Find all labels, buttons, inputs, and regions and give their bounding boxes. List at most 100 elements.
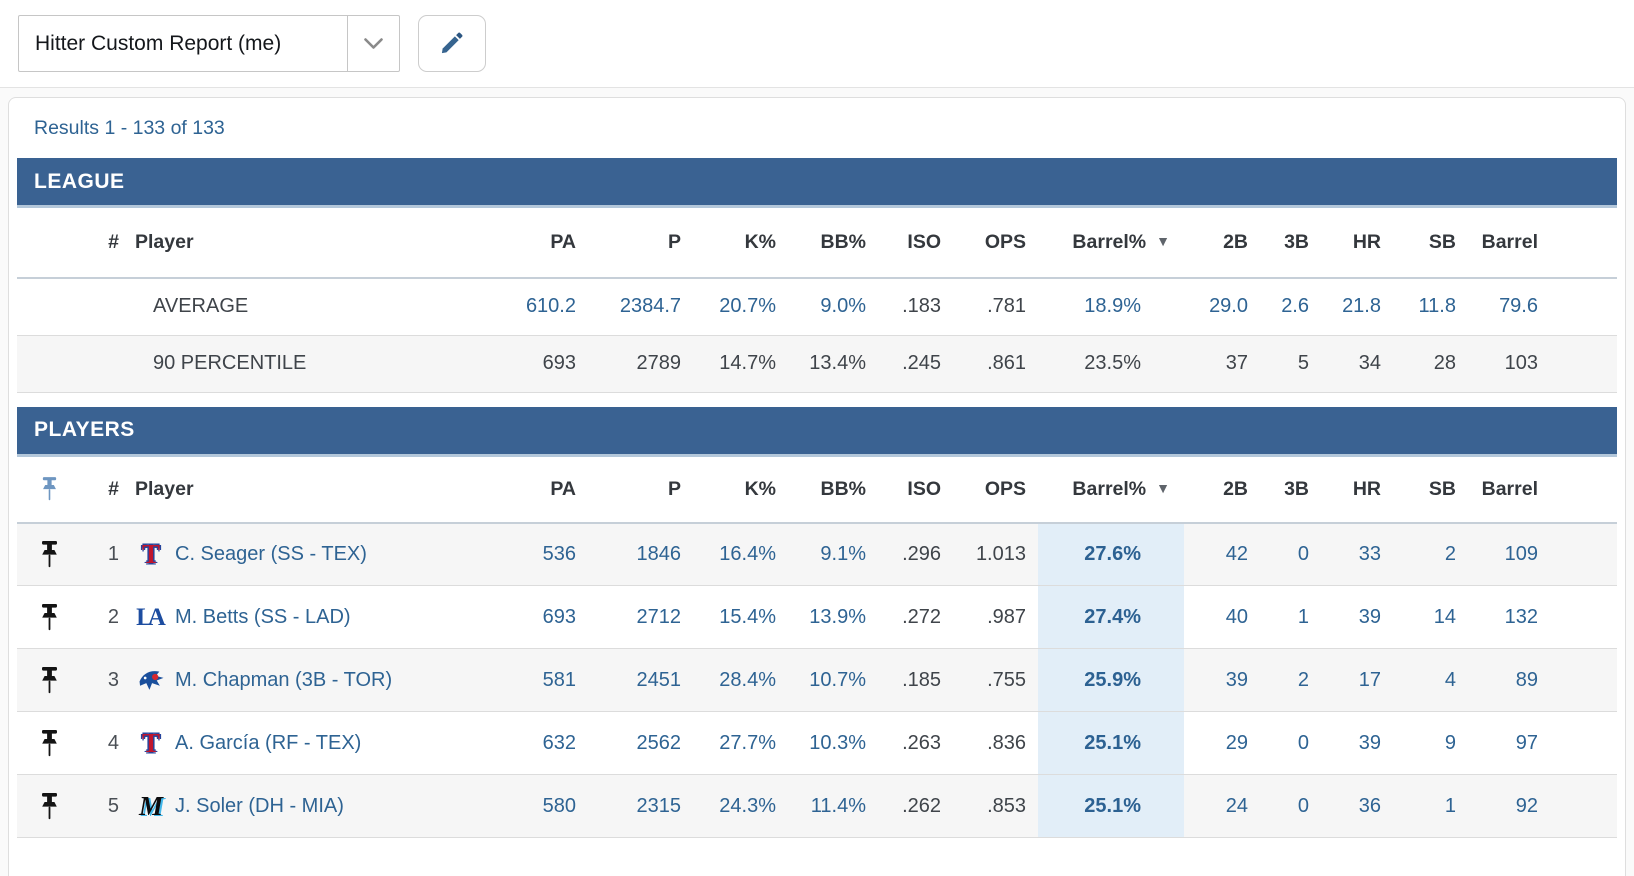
pin-button[interactable] (17, 523, 81, 586)
row-filler (1550, 278, 1617, 335)
stat-barrel_pct: 27.4% (1038, 585, 1184, 649)
column-header-bb_pct[interactable]: BB% (820, 477, 866, 500)
header-filler (1550, 208, 1617, 278)
column-header-pin[interactable] (17, 208, 81, 278)
table-row: 4 T A. García (RF - TEX) 632 2562 27.7% 10.3%.… (17, 711, 1617, 775)
column-header-barrel[interactable]: Barrel (1481, 477, 1538, 500)
table-row-partial (17, 838, 1617, 876)
stat-ops: .987 (987, 605, 1026, 628)
column-header-sb[interactable]: SB (1428, 477, 1456, 500)
rank-cell: 2 (107, 605, 119, 628)
stat-pa: 632 (542, 731, 576, 754)
rank-cell (81, 278, 131, 335)
stat-pa: 536 (542, 542, 576, 565)
column-header-iso[interactable]: ISO (907, 231, 941, 253)
report-select[interactable]: Hitter Custom Report (me) (18, 15, 400, 72)
column-header-doubles[interactable]: 2B (1223, 477, 1248, 500)
column-header-ops[interactable]: OPS (984, 231, 1026, 253)
column-header-pin[interactable] (17, 457, 81, 523)
player-link[interactable]: C. Seager (SS - TEX) (175, 542, 367, 565)
table-row: AVERAGE 610.2 2384.7 20.7% 9.0% .183 .781 18.9%… (17, 278, 1617, 335)
partial-row-cell (17, 838, 1617, 876)
player-link[interactable]: M. Betts (SS - LAD) (175, 605, 351, 628)
table-header-row: # Player PA P K% BB% ISO OPS Barrel% ▼ 2B 3B HR SB Bar… (17, 208, 1617, 278)
column-header-iso[interactable]: ISO (907, 477, 941, 500)
stat-barrel_pct: 25.9% (1038, 648, 1184, 712)
column-header-triples[interactable]: 3B (1284, 231, 1309, 253)
pin-button[interactable] (17, 586, 81, 649)
column-header-hr[interactable]: HR (1352, 231, 1381, 253)
stat-barrel: 92 (1515, 794, 1538, 817)
league-table: # Player PA P K% BB% ISO OPS Barrel% ▼ 2B 3B HR SB Bar… (17, 208, 1617, 393)
column-header-triples[interactable]: 3B (1284, 477, 1309, 500)
stat-ops: .781 (987, 295, 1026, 318)
stat-ops: 1.013 (975, 542, 1026, 565)
column-header-k_pct[interactable]: K% (744, 231, 776, 253)
player-link[interactable]: J. Soler (DH - MIA) (175, 794, 344, 817)
stat-bb_pct: 13.4% (809, 352, 866, 374)
stat-k_pct: 14.7% (719, 352, 776, 374)
stat-pa: 581 (542, 668, 576, 691)
column-header-hr[interactable]: HR (1352, 477, 1381, 500)
pushpin-icon (41, 792, 57, 819)
stat-iso: .183 (902, 295, 941, 318)
column-header-ops[interactable]: OPS (984, 477, 1026, 500)
stat-barrel: 89 (1515, 668, 1538, 691)
stat-barrel_pct: 18.9% (1084, 295, 1141, 318)
player-link[interactable]: M. Chapman (3B - TOR) (175, 668, 393, 691)
stat-bb_pct: 10.3% (809, 731, 866, 754)
pushpin-icon (42, 477, 56, 501)
column-header-player[interactable]: Player (135, 231, 194, 253)
column-header-k_pct[interactable]: K% (744, 477, 776, 500)
players-section-title: PLAYERS (34, 418, 135, 441)
stat-hr: 17 (1358, 668, 1381, 691)
stat-sb: 9 (1444, 731, 1456, 754)
column-header-bb_pct[interactable]: BB% (820, 231, 866, 253)
stat-p: 2712 (636, 605, 682, 628)
rank-cell: 4 (107, 731, 119, 754)
pin-button[interactable] (17, 649, 81, 712)
stat-k_pct: 24.3% (719, 794, 776, 817)
column-header-pa[interactable]: PA (550, 231, 576, 253)
stat-iso: .185 (902, 668, 941, 691)
stat-k_pct: 27.7% (719, 731, 776, 754)
players-section-header: PLAYERS (17, 406, 1617, 457)
column-header-p[interactable]: P (667, 231, 681, 253)
results-summary: Results 1 - 133 of 133 (34, 117, 225, 139)
sort-desc-icon: ▼ (1156, 233, 1170, 249)
stat-sb: 2 (1444, 542, 1456, 565)
stat-p: 1846 (636, 542, 682, 565)
stat-ops: .755 (987, 668, 1026, 691)
tor-team-logo (135, 668, 167, 693)
column-header-barrel[interactable]: Barrel (1481, 231, 1538, 253)
row-filler (1550, 712, 1617, 775)
column-header-doubles[interactable]: 2B (1223, 231, 1248, 253)
stat-k_pct: 16.4% (719, 542, 776, 565)
stat-triples: 0 (1297, 542, 1309, 565)
table-header-row: # Player PA P K% BB% ISO OPS Barrel% ▼ 2B 3B HR SB Bar… (17, 457, 1617, 523)
table-row: 2 LA M. Betts (SS - LAD) 693 2712 15.4% 13.9%.… (17, 585, 1617, 649)
stat-triples: 1 (1297, 605, 1309, 628)
edit-report-button[interactable] (418, 15, 486, 72)
stat-sb: 1 (1444, 794, 1456, 817)
column-header-sb[interactable]: SB (1428, 231, 1456, 253)
column-header-p[interactable]: P (667, 477, 681, 500)
stat-hr: 36 (1358, 794, 1381, 817)
rank-cell: 5 (107, 794, 119, 817)
column-header-num[interactable]: # (108, 477, 119, 500)
pin-button[interactable] (17, 775, 81, 838)
column-header-barrel_pct[interactable]: Barrel% ▼ (1072, 231, 1170, 253)
chevron-down-icon (347, 16, 399, 71)
pin-cell (17, 335, 81, 392)
pin-button[interactable] (17, 712, 81, 775)
column-header-barrel_pct[interactable]: Barrel% ▼ (1072, 477, 1170, 500)
stat-p: 2451 (636, 668, 682, 691)
player-link[interactable]: A. García (RF - TEX) (175, 731, 362, 754)
stat-doubles: 42 (1225, 542, 1248, 565)
tex-team-logo: T (141, 727, 160, 758)
column-header-pa[interactable]: PA (550, 477, 576, 500)
column-header-num[interactable]: # (108, 231, 119, 253)
column-header-player[interactable]: Player (135, 477, 194, 500)
row-filler (1550, 335, 1617, 392)
stat-barrel: 103 (1504, 352, 1538, 374)
